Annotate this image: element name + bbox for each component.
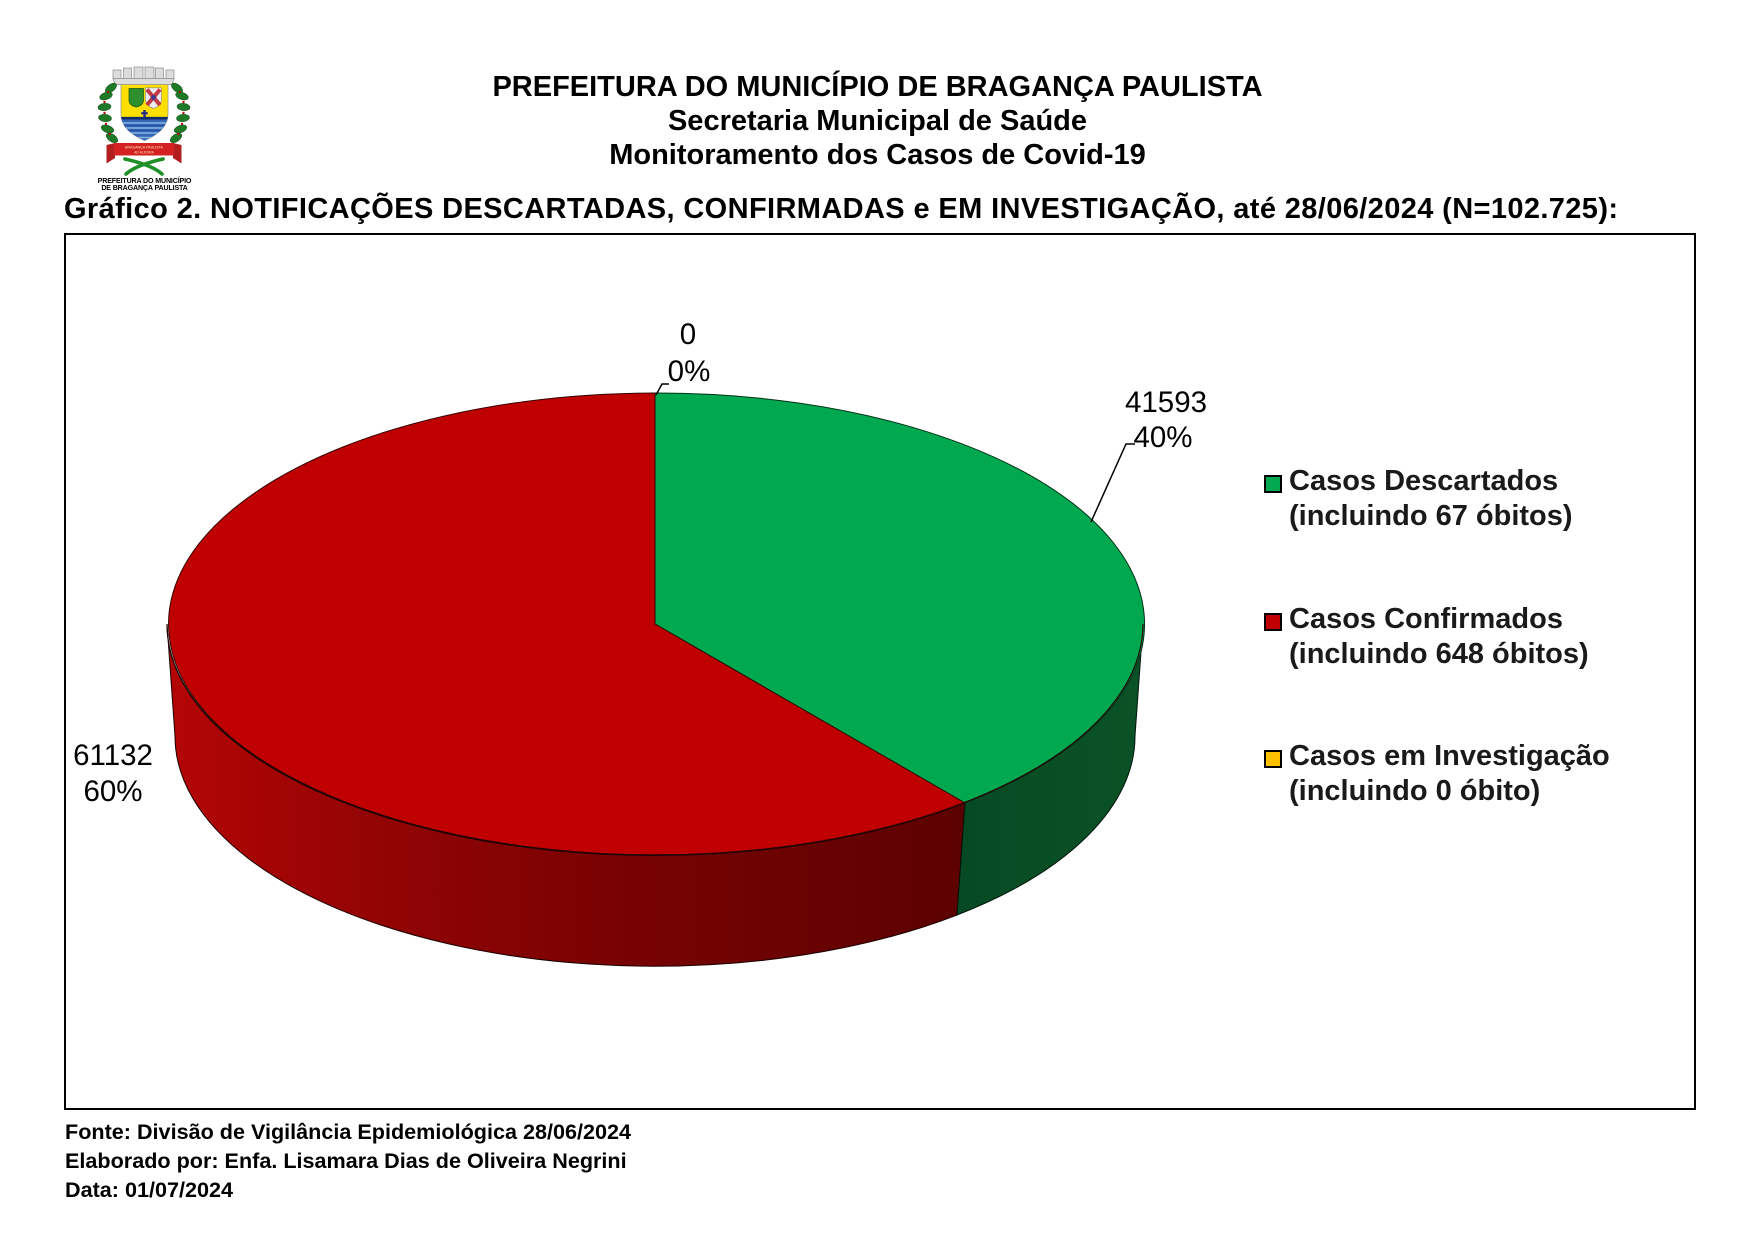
svg-text:61132: 61132: [73, 739, 153, 772]
svg-text:40%: 40%: [1133, 421, 1192, 454]
svg-text:0%: 0%: [668, 355, 711, 388]
svg-text:41593: 41593: [1125, 386, 1207, 419]
svg-text:AD ALTIORA: AD ALTIORA: [134, 151, 154, 155]
svg-text:PREFEITURA DO MUNICÍPIO: PREFEITURA DO MUNICÍPIO: [98, 176, 192, 185]
svg-text:DE BRAGANÇA PAULISTA: DE BRAGANÇA PAULISTA: [101, 184, 187, 192]
svg-text:0: 0: [680, 318, 696, 351]
svg-text:BRAGANÇA PAULISTA: BRAGANÇA PAULISTA: [125, 146, 163, 150]
svg-text:60%: 60%: [83, 775, 142, 808]
